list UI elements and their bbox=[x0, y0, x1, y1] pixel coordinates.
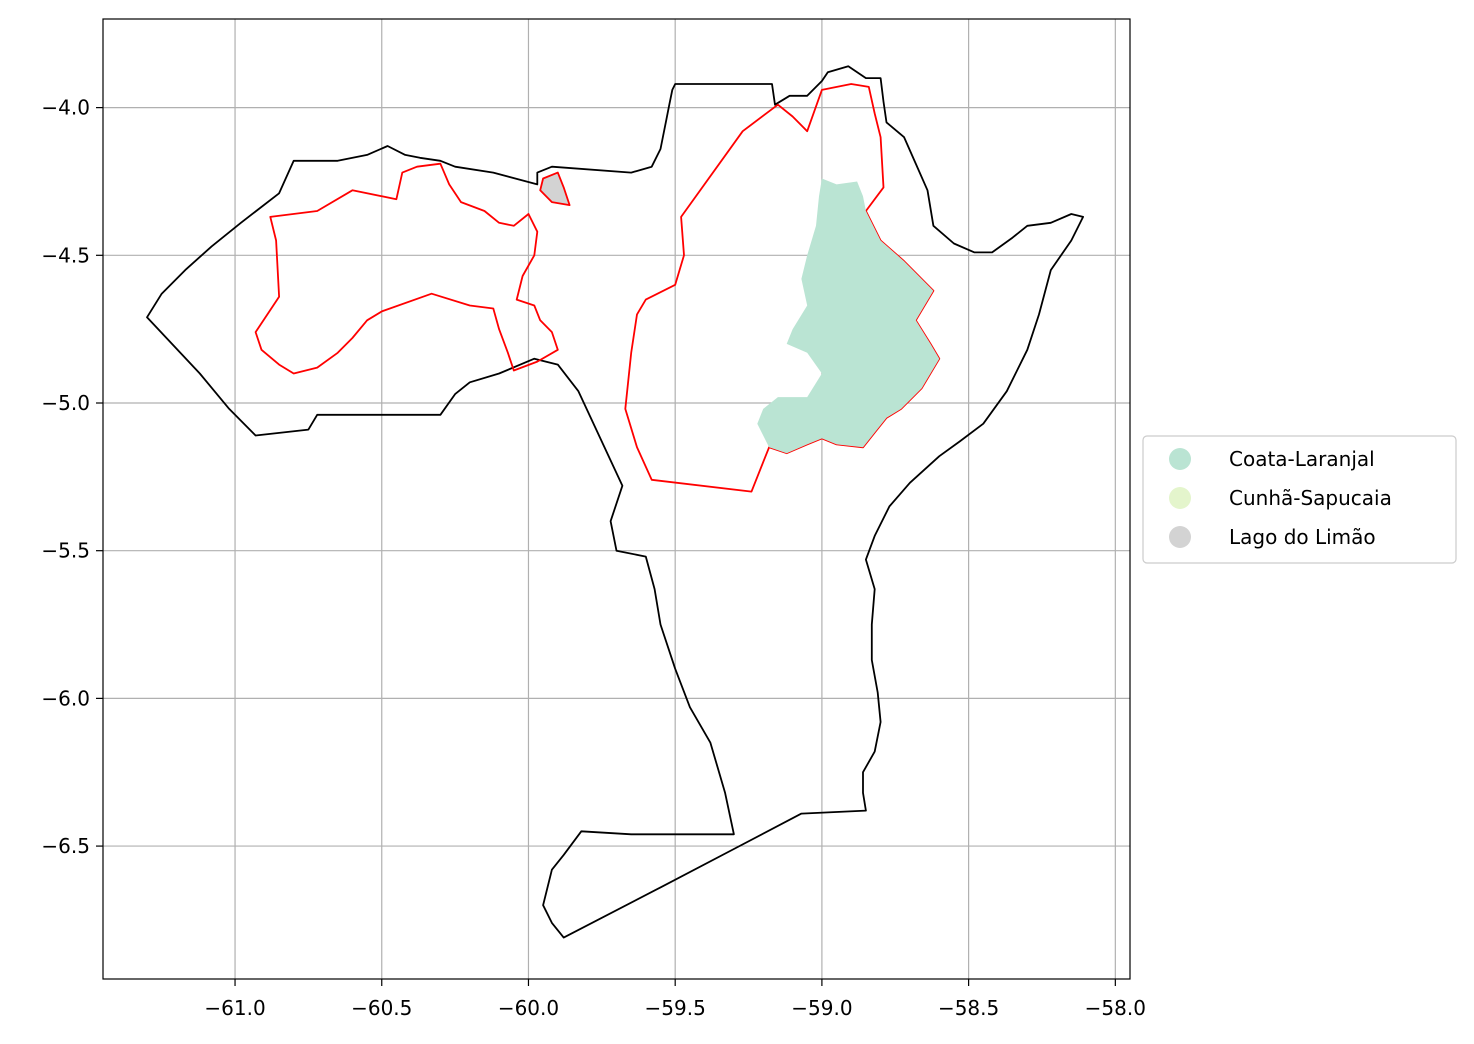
legend-marker-coata-laranjal bbox=[1169, 448, 1191, 470]
legend-label-coata-laranjal: Coata-Laranjal bbox=[1229, 447, 1375, 471]
legend-box bbox=[1142, 435, 1457, 564]
x-tick-label: −59.5 bbox=[645, 996, 706, 1020]
x-tick-label: −58.5 bbox=[938, 996, 999, 1020]
y-tick-label: −4.0 bbox=[41, 96, 90, 120]
plot-area bbox=[102, 18, 1131, 980]
legend-marker-lago-do-limao bbox=[1169, 526, 1191, 548]
y-tick-label: −6.5 bbox=[41, 834, 90, 858]
axes-frame bbox=[102, 18, 1131, 980]
y-tick-label: −6.0 bbox=[41, 686, 90, 710]
legend-label-cunha-sapucaia: Cunhã-Sapucaia bbox=[1229, 486, 1392, 510]
coata-laranjal-area bbox=[757, 178, 940, 454]
x-tick-label: −59.0 bbox=[791, 996, 852, 1020]
west-territory-boundary bbox=[254, 162, 559, 375]
legend-marker-cunha-sapucaia bbox=[1169, 487, 1191, 509]
x-tick-label: −60.5 bbox=[351, 996, 412, 1020]
x-axis: −61.0 −60.5 −60.0 −59.5 −59.0 −58.5 −58.0 bbox=[204, 979, 1146, 1020]
legend: Coata-Laranjal Cunhã-Sapucaia Lago do Li… bbox=[1142, 435, 1457, 564]
y-tick-label: −5.5 bbox=[41, 539, 90, 563]
y-tick-label: −4.5 bbox=[41, 243, 90, 267]
x-tick-label: −61.0 bbox=[204, 996, 265, 1020]
x-tick-label: −60.0 bbox=[498, 996, 559, 1020]
y-axis: −4.0 −4.5 −5.0 −5.5 −6.0 −6.5 bbox=[41, 96, 103, 858]
lago-do-limao-area bbox=[539, 171, 571, 207]
legend-label-lago-do-limao: Lago do Limão bbox=[1229, 525, 1376, 549]
outer-boundary bbox=[146, 65, 1084, 939]
x-tick-label: −58.0 bbox=[1085, 996, 1146, 1020]
y-tick-label: −5.0 bbox=[41, 391, 90, 415]
map-layers bbox=[146, 65, 1084, 939]
